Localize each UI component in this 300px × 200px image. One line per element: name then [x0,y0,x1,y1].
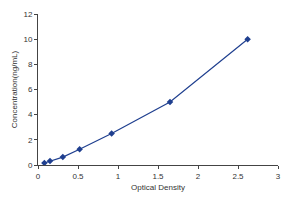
svg-text:Concentration(ng/mL): Concentration(ng/mL) [10,50,19,128]
svg-text:8: 8 [28,60,33,69]
svg-text:6: 6 [28,85,33,94]
svg-text:2: 2 [196,172,201,181]
svg-text:4: 4 [28,110,33,119]
svg-text:0: 0 [28,161,33,170]
svg-text:Optical Density: Optical Density [131,183,185,192]
svg-text:2.5: 2.5 [232,172,244,181]
svg-text:10: 10 [23,35,32,44]
svg-text:3: 3 [276,172,281,181]
svg-text:1.5: 1.5 [152,172,164,181]
svg-text:1: 1 [116,172,121,181]
svg-text:0: 0 [36,172,41,181]
svg-text:12: 12 [23,10,32,19]
svg-text:0.5: 0.5 [72,172,84,181]
svg-text:2: 2 [28,136,33,145]
